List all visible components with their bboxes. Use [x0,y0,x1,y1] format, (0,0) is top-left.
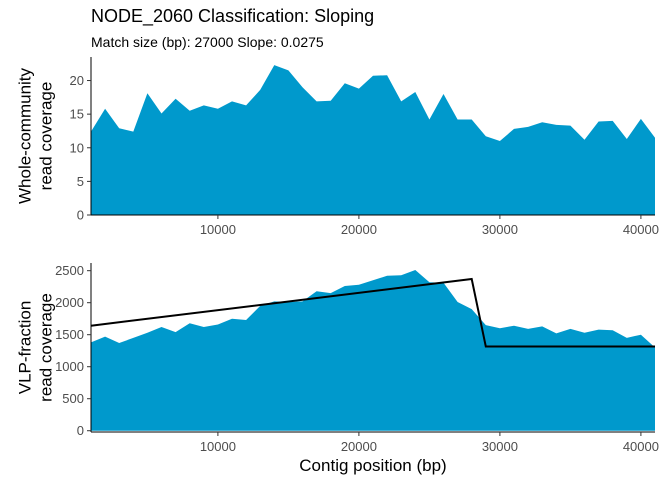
y-tick-label: 10 [70,140,84,155]
y-axis-label-panel-2: VLP-fraction [15,301,34,395]
coverage-area-panel-1 [91,65,655,215]
y-tick-label: 0 [77,208,84,223]
x-axis-label: Contig position (bp) [299,456,446,475]
y-tick-label: 1000 [55,359,84,374]
x-tick-label: 30000 [482,439,518,454]
y-axis-label-panel-2: read coverage [36,293,55,402]
chart-subtitle: Match size (bp): 27000 Slope: 0.0275 [91,34,324,50]
y-tick-label: 20 [70,73,84,88]
x-tick-label: 40000 [623,222,659,237]
y-axis-label-panel-1: read coverage [36,82,55,191]
x-tick-label: 40000 [623,439,659,454]
x-tick-label: 10000 [200,222,236,237]
fit-line [90,277,655,348]
x-tick-label: 30000 [482,222,518,237]
y-tick-label: 500 [62,391,84,406]
coverage-area-panel-2 [91,270,655,431]
x-tick-label: 10000 [200,439,236,454]
x-tick-label: 20000 [341,222,377,237]
x-tick-label: 20000 [341,439,377,454]
y-tick-label: 2500 [55,263,84,278]
y-tick-label: 0 [77,423,84,438]
chart-title: NODE_2060 Classification: Sloping [91,6,375,26]
y-axis-label-panel-1: Whole-community [15,67,34,204]
y-tick-label: 1500 [55,327,84,342]
y-tick-label: 5 [77,174,84,189]
y-tick-label: 15 [70,107,84,122]
y-tick-label: 2000 [55,295,84,310]
